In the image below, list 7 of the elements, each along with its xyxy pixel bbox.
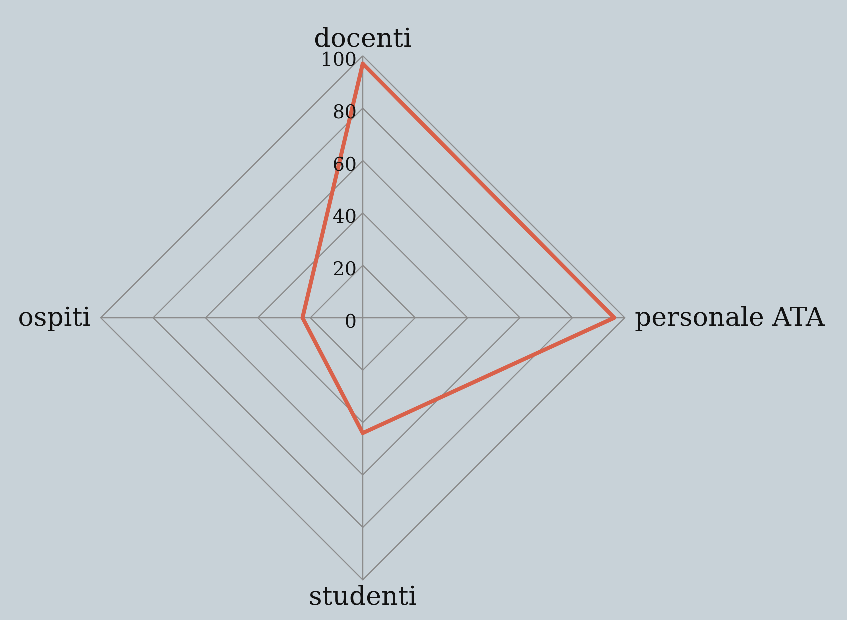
y-tick-label: 0 (344, 311, 357, 333)
spoke-label: personale ATA (635, 303, 826, 333)
y-tick-label: 20 (332, 258, 357, 281)
y-tick-label: 100 (320, 49, 357, 71)
y-tick-label: 40 (332, 206, 357, 228)
spoke-label: studenti (308, 582, 418, 612)
spoke-label: ospiti (18, 303, 91, 333)
